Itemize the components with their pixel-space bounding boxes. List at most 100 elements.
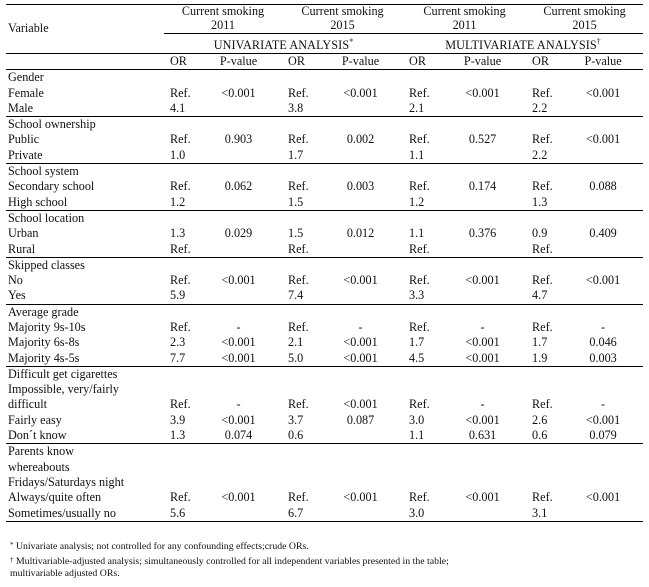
row-label: Majority 4s-5s [8, 350, 80, 365]
section-title-row: Skipped classes [6, 256, 644, 274]
or-cell: Ref. [409, 241, 430, 256]
or-cell [282, 382, 318, 397]
pvalue-cell [195, 505, 283, 522]
table-row: difficult Ref. - Ref. <0.001 Ref. - Ref. - [6, 397, 643, 412]
table-row: Sometimes/usually no 5.6 6.7 3.0 3.1 [6, 505, 644, 522]
pvalue-cell [563, 242, 643, 258]
pvalue-cell: <0.001 [465, 490, 500, 505]
table-row: Public Ref. 0.903 Ref. 0.002 Ref. 0.527 Ref. <0.… [6, 132, 643, 147]
pvalue-cell: 0.631 [468, 428, 497, 443]
pvalue-cell: - [480, 320, 485, 334]
section-title-row: School location [6, 209, 644, 227]
table-row: Majority 9s-10s Ref. - Ref. - Ref. - Ref. - [6, 320, 643, 335]
analysis-header-row: UNIVARIATE ANALYSIS* MULTIVARIATE ANALYS… [6, 32, 644, 54]
or-cell: 7.7 [170, 350, 186, 365]
section-title-row: Fridays/Saturdays night [6, 475, 643, 490]
pvalue-cell: <0.001 [221, 350, 256, 365]
section-title-row: Difficult get cigarettes [6, 365, 644, 383]
pvalue-cell [318, 382, 403, 397]
pvalue-cell [195, 382, 282, 397]
or-cell: Ref. [409, 85, 430, 100]
or-cell: 2.1 [409, 100, 425, 115]
pvalue-cell: - [236, 320, 241, 334]
or-cell: Ref. [532, 320, 553, 334]
or-cell: Ref. [170, 273, 191, 288]
or-header: OR [526, 52, 564, 71]
or-cell: Ref. [288, 85, 309, 100]
section-title-row: Gender [6, 69, 644, 86]
or-cell: 1.7 [409, 335, 425, 350]
or-cell: 0.6 [288, 428, 304, 443]
section-title: School system [6, 163, 644, 180]
pvalue-cell [318, 148, 403, 164]
smoking-odds-ratio-table: Variable Current smoking 2011 Current smo… [6, 4, 644, 522]
or-cell: 2.2 [532, 100, 548, 115]
row-label: Always/quite often [8, 490, 102, 505]
row-label: Urban [8, 226, 39, 241]
pvalue-header: P-value [195, 52, 283, 71]
pvalue-cell: 0.409 [589, 226, 617, 241]
table-row: Yes 5.9 7.4 3.3 4.7 [6, 288, 643, 304]
or-cell: 2.1 [288, 335, 304, 350]
section-title: Gender [6, 69, 644, 86]
pvalue-cell: 0.903 [224, 132, 253, 147]
section-title: Average grade [6, 303, 644, 320]
pvalue-cell: <0.001 [221, 85, 256, 100]
year-group-header: Current smoking 2015 [526, 4, 644, 34]
pvalue-cell: - [601, 320, 606, 334]
or-cell: Ref. [409, 320, 430, 334]
pvalue-cell: <0.001 [343, 350, 378, 365]
or-cell: Ref. [170, 85, 191, 100]
pvalue-cell [439, 382, 526, 397]
or-cell: Ref. [170, 179, 191, 194]
or-cell: 1.3 [170, 428, 186, 443]
year-group-header: Current smoking 2011 [164, 4, 283, 34]
row-label: Majority 6s-8s [8, 335, 80, 350]
pvalue-cell: 0.074 [224, 428, 253, 443]
pvalue-cell: <0.001 [585, 85, 621, 100]
table-row: Male 4.1 3.8 2.1 2.2 [6, 101, 643, 117]
or-cell: Ref. [288, 273, 309, 288]
univariate-header: UNIVARIATE ANALYSIS* [164, 32, 404, 54]
section-title-row: Average grade [6, 303, 644, 320]
table-row: Impossible, very/fairly [6, 382, 643, 397]
table-body: Gender Female Ref. <0.001 Ref. <0.001 Ref. <0.0… [6, 69, 644, 522]
pvalue-cell [195, 148, 282, 164]
pvalue-header: P-value [563, 52, 644, 71]
pvalue-cell: 0.002 [346, 132, 375, 147]
or-cell: Ref. [170, 397, 191, 412]
or-cell: 4.1 [170, 100, 186, 115]
pvalue-cell [563, 195, 643, 211]
pvalue-cell [563, 288, 643, 304]
or-cell: Ref. [170, 132, 191, 147]
pvalue-cell: - [236, 397, 241, 412]
or-cell: Ref. [532, 241, 553, 256]
pvalue-cell: 0.088 [589, 179, 617, 194]
pvalue-cell: <0.001 [465, 412, 500, 427]
pvalue-cell: <0.001 [343, 397, 378, 412]
multivariate-header: MULTIVARIATE ANALYSIS† [403, 32, 644, 54]
table-row: Don´t know 1.3 0.074 0.6 1.1 0.631 0.6 0.079 [6, 428, 643, 444]
pvalue-cell: <0.001 [465, 335, 500, 350]
pvalue-cell [439, 242, 526, 258]
or-cell: Ref. [288, 490, 309, 505]
section-title: School ownership [6, 116, 644, 133]
or-cell: 7.4 [288, 288, 304, 303]
pvalue-cell [563, 382, 643, 397]
footnote-univariate: * Univariate analysis; not controlled fo… [10, 541, 309, 552]
or-cell: 3.8 [288, 100, 304, 115]
section-title-row: School system [6, 163, 644, 180]
or-header: OR [403, 52, 440, 71]
or-cell: 4.5 [409, 350, 425, 365]
pvalue-header: P-value [318, 52, 404, 71]
pvalue-cell [195, 101, 282, 117]
table-row: No Ref. <0.001 Ref. <0.001 Ref. <0.001 Ref. <0.0… [6, 273, 643, 288]
section-title-row: Parents know [6, 443, 644, 460]
pvalue-cell [318, 428, 403, 444]
pvalue-cell [439, 148, 526, 164]
row-label: Impossible, very/fairly [8, 382, 120, 397]
section-title-row: School ownership [6, 116, 644, 133]
pvalue-cell [439, 101, 526, 117]
row-label: Rural [8, 241, 36, 256]
section-title: Parents know [6, 443, 644, 460]
